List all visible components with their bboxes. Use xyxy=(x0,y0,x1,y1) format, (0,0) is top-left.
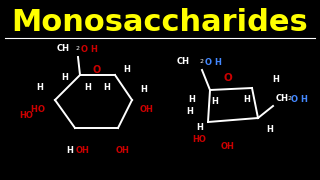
Text: Monosaccharides: Monosaccharides xyxy=(12,8,308,37)
Text: O: O xyxy=(224,73,232,83)
Text: OH: OH xyxy=(221,142,235,151)
Text: 2: 2 xyxy=(200,59,204,64)
Text: H: H xyxy=(61,73,68,82)
Text: O: O xyxy=(38,105,45,114)
Text: H: H xyxy=(140,86,147,94)
Text: H: H xyxy=(244,96,251,105)
Text: H: H xyxy=(212,98,219,107)
Text: H: H xyxy=(266,125,273,134)
Text: 2: 2 xyxy=(288,96,292,101)
Text: O: O xyxy=(205,58,212,67)
Text: H: H xyxy=(104,82,110,91)
Text: OH: OH xyxy=(116,146,130,155)
Text: OH: OH xyxy=(76,146,90,155)
Text: CH: CH xyxy=(57,44,70,53)
Text: H: H xyxy=(272,75,279,84)
Text: 2: 2 xyxy=(76,46,80,51)
Text: O: O xyxy=(291,95,298,104)
Text: O: O xyxy=(81,45,88,54)
Text: H: H xyxy=(123,66,130,75)
Text: CH: CH xyxy=(276,94,289,103)
Text: H: H xyxy=(84,82,92,91)
Text: HO: HO xyxy=(192,136,206,145)
Text: H: H xyxy=(188,96,195,105)
Text: H: H xyxy=(214,58,221,67)
Text: O: O xyxy=(93,65,101,75)
Text: H: H xyxy=(30,105,37,114)
Text: CH: CH xyxy=(177,57,190,66)
Text: H: H xyxy=(196,123,203,132)
Text: OH: OH xyxy=(140,105,154,114)
Text: H: H xyxy=(36,84,43,93)
Text: H: H xyxy=(67,146,73,155)
Text: H: H xyxy=(186,107,193,116)
Text: H: H xyxy=(90,45,97,54)
Text: HO: HO xyxy=(19,111,33,120)
Text: H: H xyxy=(300,95,307,104)
